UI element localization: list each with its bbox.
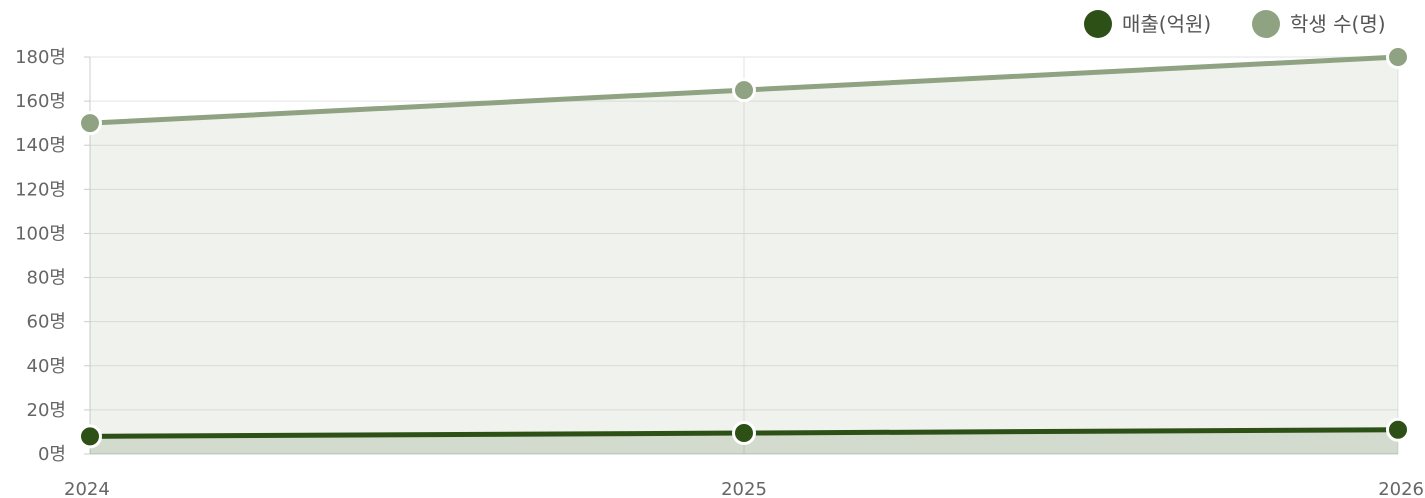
data-point[interactable] <box>78 424 102 449</box>
y-tick-label: 80명 <box>27 268 66 289</box>
legend-item[interactable]: 학생 수(명) <box>1252 10 1386 38</box>
legend-label: 매출(억원) <box>1122 12 1211 36</box>
data-point[interactable] <box>78 111 102 136</box>
series-points <box>78 45 1410 449</box>
y-tick-label: 160명 <box>15 91 66 112</box>
x-tick-label: 2024 <box>64 479 110 498</box>
y-tick-label: 60명 <box>27 312 66 333</box>
series-area <box>90 57 1398 454</box>
y-tick-label: 0명 <box>38 444 66 465</box>
y-tick-label: 120명 <box>15 179 66 200</box>
y-tick-label: 40명 <box>27 356 66 377</box>
axis-labels: 0명 20명 40명 60명 80명 100명 120명 140명 160명 180명 2024 20… <box>15 47 1424 498</box>
legend-item[interactable]: 매출(억원) <box>1084 10 1211 38</box>
legend-swatch <box>1084 10 1112 38</box>
y-tick-label: 180명 <box>15 47 66 68</box>
legend-swatch <box>1252 10 1280 38</box>
x-tick-label: 2026 <box>1378 479 1424 498</box>
y-tick-label: 100명 <box>15 223 66 244</box>
legend-label: 학생 수(명) <box>1290 12 1386 36</box>
data-point[interactable] <box>1386 417 1410 442</box>
series-areas <box>90 57 1398 454</box>
x-tick-label: 2025 <box>721 479 767 498</box>
data-point[interactable] <box>1386 45 1410 69</box>
data-point[interactable] <box>732 421 756 446</box>
data-point[interactable] <box>732 78 756 103</box>
y-tick-label: 20명 <box>27 400 66 421</box>
y-tick-label: 140명 <box>15 135 66 156</box>
legend[interactable]: 매출(억원) 학생 수(명) <box>1084 10 1386 38</box>
